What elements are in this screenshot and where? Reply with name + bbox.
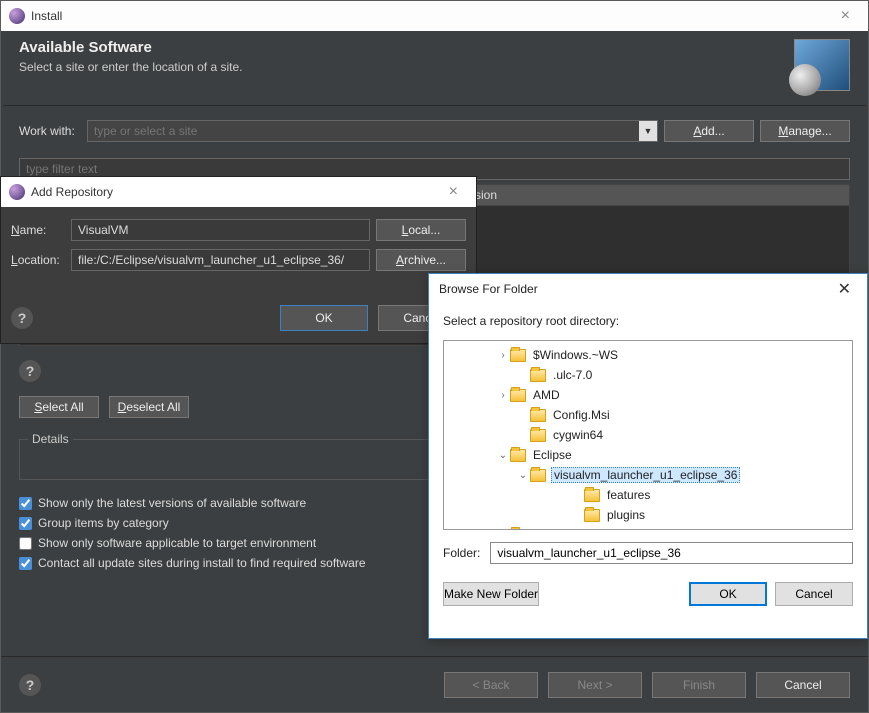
tree-node-label: plugins bbox=[605, 508, 647, 522]
folder-icon bbox=[584, 509, 600, 522]
install-footer: ? < Back Next > Finish Cancel bbox=[1, 656, 868, 712]
folder-icon bbox=[584, 489, 600, 502]
option-label: Show only the latest versions of availab… bbox=[38, 496, 306, 510]
folder-icon bbox=[530, 369, 546, 382]
tree-node-label: Config.Msi bbox=[551, 408, 612, 422]
option-label: Contact all update sites during install … bbox=[38, 556, 366, 570]
help-icon[interactable]: ? bbox=[11, 307, 33, 329]
tree-node-label: Intellij bbox=[531, 528, 566, 530]
work-with-label: Work with: bbox=[19, 124, 81, 138]
browse-title: Browse For Folder bbox=[439, 282, 538, 296]
deselect-all-button[interactable]: Deselect All bbox=[109, 396, 189, 418]
location-input[interactable] bbox=[71, 249, 370, 271]
tree-node-label: AMD bbox=[531, 388, 562, 402]
folder-input[interactable] bbox=[490, 542, 853, 564]
tree-node[interactable]: › Intellij bbox=[444, 525, 852, 530]
eclipse-icon bbox=[9, 8, 25, 24]
install-titlebar: Install × bbox=[1, 1, 868, 31]
ok-button[interactable]: OK bbox=[689, 582, 767, 606]
folder-icon bbox=[510, 389, 526, 402]
page-title: Available Software bbox=[19, 39, 794, 56]
details-legend: Details bbox=[28, 432, 73, 446]
tree-node-label: visualvm_launcher_u1_eclipse_36 bbox=[551, 467, 740, 483]
folder-icon bbox=[510, 349, 526, 362]
close-icon[interactable]: ✕ bbox=[832, 279, 857, 299]
tree-node[interactable]: ⌄ visualvm_launcher_u1_eclipse_36 bbox=[444, 465, 852, 485]
folder-label: Folder: bbox=[443, 546, 480, 560]
tree-node[interactable]: cygwin64 bbox=[444, 425, 852, 445]
expand-icon[interactable]: ⌄ bbox=[516, 470, 530, 481]
eclipse-icon bbox=[9, 184, 25, 200]
folder-icon bbox=[530, 429, 546, 442]
tree-node[interactable]: features bbox=[444, 485, 852, 505]
next-button[interactable]: Next > bbox=[548, 672, 642, 698]
browse-subtitle: Select a repository root directory: bbox=[429, 304, 867, 340]
help-icon[interactable]: ? bbox=[19, 360, 41, 382]
tree-node-label: .ulc-7.0 bbox=[551, 368, 594, 382]
folder-tree[interactable]: › $Windows.~WS .ulc-7.0 › AMD Config.Msi cygwi… bbox=[443, 340, 853, 530]
name-label: Name: bbox=[11, 223, 65, 237]
expand-icon[interactable]: › bbox=[496, 390, 510, 401]
tree-node[interactable]: › AMD bbox=[444, 385, 852, 405]
install-wizard-icon bbox=[794, 39, 850, 91]
tree-node[interactable]: Config.Msi bbox=[444, 405, 852, 425]
tree-node[interactable]: › $Windows.~WS bbox=[444, 345, 852, 365]
folder-icon bbox=[510, 449, 526, 462]
tree-node-label: cygwin64 bbox=[551, 428, 605, 442]
add-button[interactable]: Add... bbox=[664, 120, 754, 142]
browse-folder-dialog: Browse For Folder ✕ Select a repository … bbox=[428, 273, 868, 639]
browse-titlebar: Browse For Folder ✕ bbox=[429, 274, 867, 304]
tree-node-label: features bbox=[605, 488, 652, 502]
folder-icon bbox=[510, 529, 526, 531]
tree-node[interactable]: .ulc-7.0 bbox=[444, 365, 852, 385]
install-title: Install bbox=[31, 9, 62, 23]
location-label: Location: bbox=[11, 253, 65, 267]
install-header: Available Software Select a site or ente… bbox=[1, 31, 868, 105]
col-version[interactable]: Version bbox=[449, 188, 849, 202]
option-label: Group items by category bbox=[38, 516, 169, 530]
expand-icon[interactable]: › bbox=[496, 350, 510, 361]
work-with-input[interactable] bbox=[88, 121, 639, 141]
expand-icon[interactable]: ⌄ bbox=[496, 450, 510, 461]
checkbox[interactable] bbox=[19, 537, 32, 550]
help-icon[interactable]: ? bbox=[19, 674, 41, 696]
tree-node-label: Eclipse bbox=[531, 448, 574, 462]
folder-icon bbox=[530, 409, 546, 422]
close-icon[interactable]: × bbox=[439, 183, 468, 201]
close-icon[interactable]: × bbox=[831, 7, 860, 25]
checkbox[interactable] bbox=[19, 517, 32, 530]
back-button[interactable]: < Back bbox=[444, 672, 538, 698]
tree-node[interactable]: ⌄ Eclipse bbox=[444, 445, 852, 465]
tree-node-label: $Windows.~WS bbox=[531, 348, 620, 362]
checkbox[interactable] bbox=[19, 497, 32, 510]
tree-node[interactable]: plugins bbox=[444, 505, 852, 525]
ok-button[interactable]: OK bbox=[280, 305, 368, 331]
addrepo-titlebar: Add Repository × bbox=[1, 177, 476, 207]
checkbox[interactable] bbox=[19, 557, 32, 570]
expand-icon[interactable]: › bbox=[496, 530, 510, 531]
cancel-button[interactable]: Cancel bbox=[756, 672, 850, 698]
select-all-button[interactable]: Select All bbox=[19, 396, 99, 418]
page-subtitle: Select a site or enter the location of a… bbox=[19, 60, 794, 74]
cancel-button[interactable]: Cancel bbox=[775, 582, 853, 606]
addrepo-title: Add Repository bbox=[31, 185, 113, 199]
local-button[interactable]: Local... bbox=[376, 219, 466, 241]
folder-icon bbox=[530, 469, 546, 482]
make-new-folder-button[interactable]: Make New Folder bbox=[443, 582, 539, 606]
work-with-combo[interactable]: ▼ bbox=[87, 120, 658, 142]
option-label: Show only software applicable to target … bbox=[38, 536, 316, 550]
finish-button[interactable]: Finish bbox=[652, 672, 746, 698]
archive-button[interactable]: Archive... bbox=[376, 249, 466, 271]
add-repository-dialog: Add Repository × Name: Local... Location… bbox=[0, 176, 477, 344]
chevron-down-icon[interactable]: ▼ bbox=[639, 121, 657, 141]
name-input[interactable] bbox=[71, 219, 370, 241]
manage-button[interactable]: Manage... bbox=[760, 120, 850, 142]
